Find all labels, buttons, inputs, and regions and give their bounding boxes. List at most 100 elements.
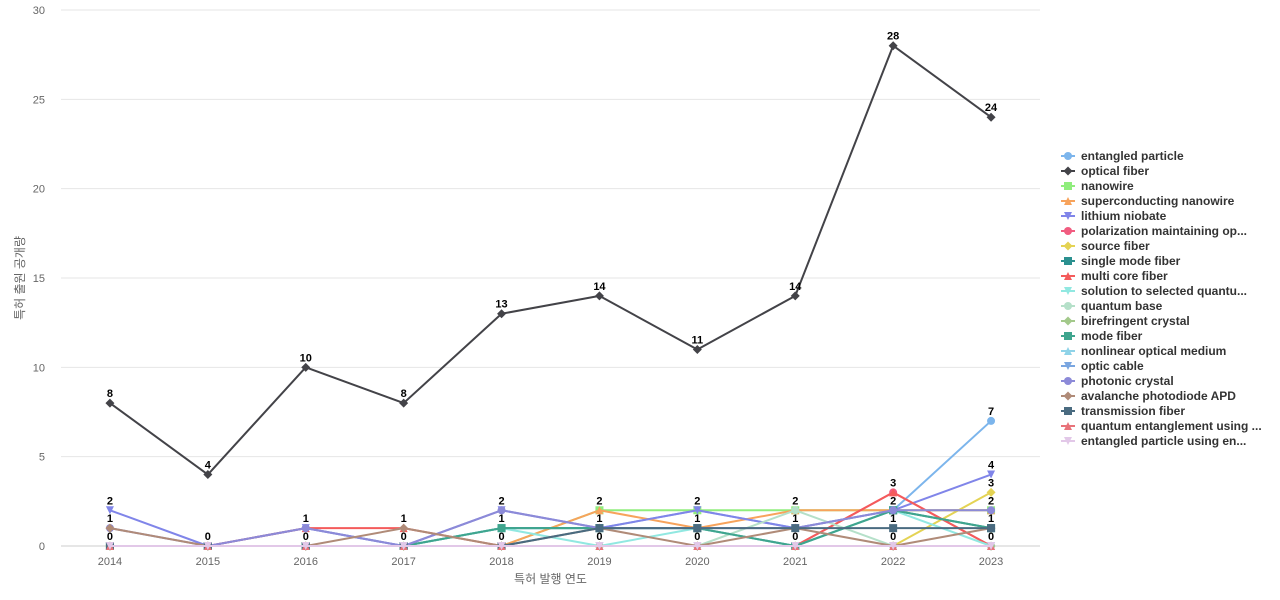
data-label: 3 [988,477,994,489]
y-tick-label: 15 [33,273,45,285]
data-point [595,524,604,533]
data-point [105,398,115,408]
y-axis-ticks: 0 5 10 15 20 25 30 [33,5,45,553]
data-label: 0 [596,531,602,543]
data-point [497,506,506,515]
data-point [986,487,996,497]
data-point [301,524,310,533]
data-point [889,524,898,533]
data-label: 1 [401,513,407,525]
legend-item[interactable]: superconducting nanowire [1061,194,1235,208]
series-line [109,527,992,547]
legend-item[interactable]: quantum entanglement using ... [1061,419,1262,433]
legend-marker [1064,362,1072,370]
legend-item[interactable]: nanowire [1061,179,1134,193]
x-axis-ticks: 2014 2015 2016 2017 2018 2019 2020 2021 2022 2023 [98,546,1003,568]
legend-label: source fiber [1081,239,1150,253]
data-label: 0 [694,531,700,543]
data-point [301,362,311,372]
data-point [595,542,604,550]
legend-item[interactable]: birefringent crystal [1061,314,1190,328]
data-point [105,506,114,515]
legend-item[interactable]: multi core fiber [1061,269,1168,283]
legend-marker [1064,227,1072,235]
legend-item[interactable]: transmission fiber [1061,404,1185,418]
legend-item[interactable]: solution to selected quantu... [1061,284,1247,298]
legend-marker [1064,302,1072,310]
legend-item[interactable]: avalanche photodiode APD [1061,389,1236,403]
data-label: 2 [890,495,896,507]
legend-item[interactable]: quantum base [1061,299,1163,313]
legend-item[interactable]: polarization maintaining op... [1061,224,1247,238]
data-point [987,524,996,533]
legend-label: nanowire [1081,179,1134,193]
legend-marker [1064,287,1072,295]
legend-item[interactable]: lithium niobate [1061,209,1167,223]
legend-item[interactable]: photonic crystal [1061,374,1174,388]
legend-item[interactable]: single mode fiber [1061,254,1181,268]
legend-item[interactable]: entangled particle [1061,149,1184,163]
legend-label: entangled particle [1081,149,1184,163]
data-point [399,398,409,408]
data-label: 2 [498,495,504,507]
legend-marker [1064,272,1072,280]
legend-label: quantum base [1081,299,1163,313]
legend-marker [1064,422,1072,430]
x-tick-label: 2014 [98,556,122,568]
data-label: 8 [401,388,407,400]
legend-marker [1064,407,1072,415]
data-label: 2 [596,495,602,507]
data-label: 10 [300,352,312,364]
legend-label: nonlinear optical medium [1081,344,1226,358]
legend-label: mode fiber [1081,329,1143,343]
x-tick-label: 2022 [881,556,905,568]
data-label: 7 [988,406,994,418]
legend-marker [1064,257,1072,265]
x-tick-label: 2023 [979,556,1003,568]
legend-item[interactable]: mode fiber [1061,329,1143,343]
data-point [888,41,898,51]
data-point [594,291,604,301]
legend-marker [1064,347,1072,355]
series-layer [105,41,996,551]
y-axis-title: 특허 출원 공개량 [13,236,27,320]
legend-marker [1063,241,1073,251]
data-label: 14 [593,281,606,293]
data-label: 1 [988,513,994,525]
series-19 [105,542,996,550]
data-point [987,542,996,550]
legend-item[interactable]: source fiber [1061,239,1150,253]
data-label: 8 [107,388,113,400]
data-point [497,309,507,319]
data-point [889,542,898,550]
legend-item[interactable]: nonlinear optical medium [1061,344,1226,358]
y-tick-label: 25 [33,94,45,106]
data-point [203,542,212,550]
data-point [399,542,408,550]
legend-label: avalanche photodiode APD [1081,389,1236,403]
legend-item[interactable]: optic cable [1061,359,1144,373]
series-line [109,509,992,547]
data-point [105,542,114,550]
legend-item[interactable]: optical fiber [1061,164,1149,178]
data-point [987,416,996,425]
data-point [497,524,506,533]
legend-item[interactable]: entangled particle using en... [1061,434,1246,448]
data-label: 0 [205,531,211,543]
data-label: 1 [498,513,504,525]
data-label: 0 [107,531,113,543]
x-tick-label: 2015 [196,556,220,568]
data-point [889,488,898,497]
series-1 [105,41,996,480]
legend-label: entangled particle using en... [1081,434,1246,448]
data-label: 0 [988,531,994,543]
data-label: 14 [789,281,802,293]
x-tick-label: 2016 [294,556,318,568]
data-point [399,523,409,533]
series-line [109,44,992,476]
x-axis-title: 특허 발행 연도 [514,571,587,586]
legend-marker [1064,332,1072,340]
